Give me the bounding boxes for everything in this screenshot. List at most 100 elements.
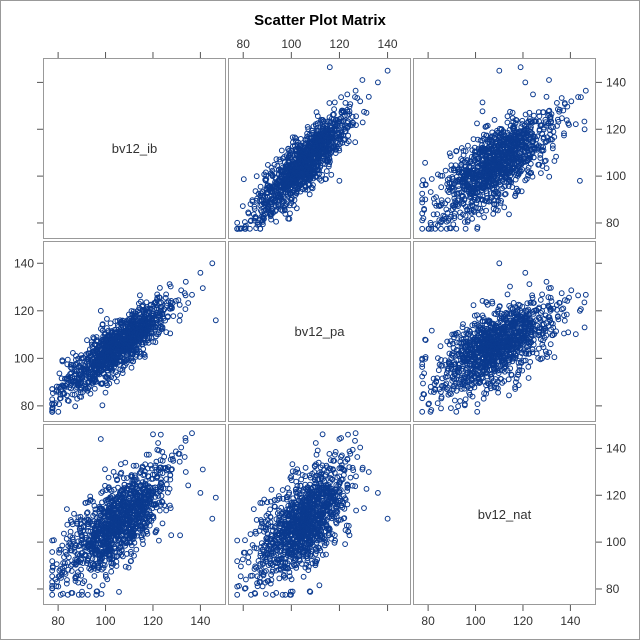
data-point (338, 128, 345, 135)
data-point (320, 118, 327, 125)
cell-bv12_pa-vs-bv12_pa: bv12_pa (228, 241, 411, 422)
data-point (272, 180, 279, 187)
variable-label: bv12_ib (112, 141, 158, 156)
data-point (253, 225, 260, 232)
data-point (253, 173, 260, 180)
data-point (279, 187, 286, 194)
data-point (331, 126, 337, 133)
data-point (301, 157, 308, 164)
data-point (315, 154, 321, 161)
data-point (239, 203, 246, 210)
data-point (353, 122, 359, 128)
cell-bv12_pa-vs-bv12_ib (43, 241, 226, 422)
data-point (286, 190, 293, 197)
data-point (271, 187, 278, 194)
variable-label: bv12_pa (295, 324, 346, 339)
data-point (289, 134, 296, 141)
data-point (265, 202, 272, 209)
data-point (251, 206, 258, 212)
data-point (268, 210, 274, 216)
data-point (318, 149, 325, 156)
data-point (331, 99, 338, 106)
cell-bv12_ib-vs-bv12_pa (228, 58, 411, 239)
data-point (313, 162, 320, 169)
cell-bv12_nat-vs-bv12_ib (43, 424, 226, 605)
data-point (308, 135, 315, 142)
data-point (342, 136, 349, 143)
data-point (279, 155, 286, 162)
data-point (338, 94, 345, 101)
chart-title: Scatter Plot Matrix (254, 12, 386, 29)
data-point (331, 106, 338, 113)
data-point (274, 182, 281, 189)
data-point (274, 178, 280, 185)
data-point (257, 183, 264, 190)
data-point (267, 213, 274, 220)
data-point (312, 138, 319, 145)
data-point (302, 176, 309, 183)
data-point (357, 98, 364, 105)
cell-frame (43, 58, 226, 239)
data-point (324, 118, 331, 125)
data-point (265, 162, 271, 168)
data-point (278, 147, 285, 154)
data-point (313, 122, 319, 129)
data-point (332, 150, 339, 157)
data-point (288, 165, 294, 172)
data-point (267, 188, 274, 195)
data-point (268, 164, 275, 171)
data-point (273, 207, 280, 213)
data-point (282, 207, 288, 214)
data-point (240, 176, 247, 183)
data-point (268, 216, 275, 223)
data-point (273, 218, 280, 225)
data-point (293, 152, 300, 159)
data-point (242, 219, 248, 225)
data-point (263, 189, 270, 196)
data-point (291, 187, 298, 194)
data-point (276, 183, 282, 190)
data-point (298, 173, 305, 180)
data-point (257, 202, 264, 209)
data-point (319, 171, 326, 178)
data-point (288, 200, 295, 207)
data-point (249, 197, 256, 204)
data-point (305, 126, 312, 133)
data-point (308, 131, 315, 138)
data-point (286, 148, 293, 154)
data-point (260, 221, 266, 228)
data-point (291, 197, 298, 204)
data-point (359, 77, 366, 83)
data-point (304, 124, 311, 130)
data-point (293, 205, 300, 212)
data-point (278, 173, 284, 180)
data-point (334, 144, 340, 150)
data-point (302, 186, 309, 193)
data-point (271, 161, 278, 168)
data-point (287, 210, 293, 217)
data-point (295, 141, 301, 148)
data-point (359, 119, 366, 126)
data-point (319, 140, 326, 147)
data-point (332, 138, 339, 145)
data-point (312, 154, 319, 160)
data-point (323, 176, 329, 182)
data-point (297, 182, 304, 189)
data-point (285, 186, 292, 193)
data-point (314, 128, 321, 134)
data-point (247, 218, 254, 225)
data-point (251, 203, 258, 210)
data-point (283, 152, 290, 159)
data-point (328, 171, 335, 178)
data-point (298, 154, 305, 161)
data-point (345, 123, 352, 130)
data-point (301, 148, 308, 155)
data-point (278, 167, 285, 174)
data-point (254, 222, 261, 228)
data-point (344, 91, 351, 98)
data-point (234, 219, 241, 226)
data-point (237, 225, 244, 232)
data-point (352, 94, 358, 100)
data-point (305, 156, 312, 163)
